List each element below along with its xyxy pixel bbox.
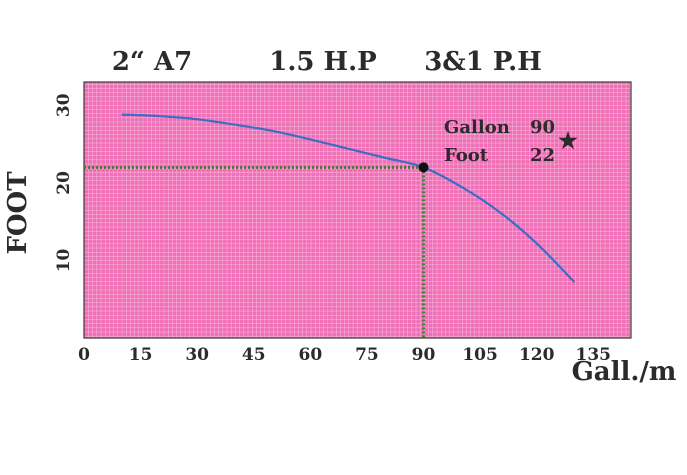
operating-point [418,162,429,173]
model-label: 2“ A7 [112,47,192,77]
plot-area [83,81,632,339]
gallon-value: 90 [530,117,555,138]
highlight-point-group [418,162,429,173]
y-tick-label: 20 [54,171,74,195]
x-axis-label: Gall./m [572,357,677,387]
y-tick-label: 10 [54,248,74,272]
foot-label: Foot [444,145,489,166]
x-tick-label: 15 [129,345,153,365]
x-tick-label: 60 [299,345,323,365]
gallon-label: Gallon [444,117,510,138]
y-axis-label: FOOT [3,171,33,255]
x-tick-label: 30 [185,345,209,365]
x-tick-label: 105 [462,345,498,365]
x-tick-label: 45 [242,345,266,365]
y-tick-labels: 10 20 30 [54,93,74,272]
x-tick-label: 135 [576,345,612,365]
phase-label: 3&1 P.H [424,47,542,77]
x-tick-label: 120 [519,345,555,365]
pump-curve-line [121,113,576,283]
x-tick-label: 90 [412,345,436,365]
star-icon: ★ [558,128,578,154]
x-tick-label: 75 [355,345,379,365]
foot-value: 22 [530,145,555,166]
x-tick-labels: 0 15 30 45 60 75 90 105 120 135 [78,345,611,365]
guide-lines [84,165,426,338]
power-label: 1.5 H.P [269,47,376,77]
x-tick-label: 0 [78,345,90,365]
y-tick-label: 30 [54,93,74,117]
